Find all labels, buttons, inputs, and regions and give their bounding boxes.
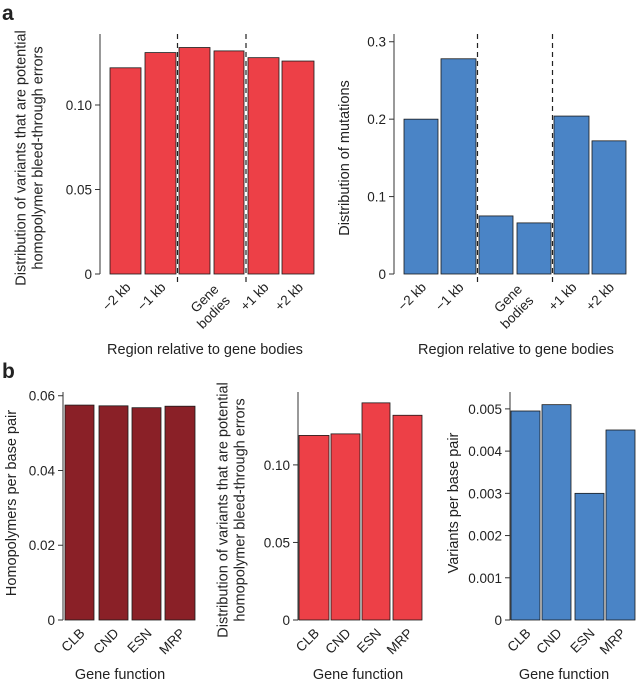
y-tick-label: 0.003 bbox=[468, 486, 502, 501]
y-tick-label: 0.2 bbox=[367, 112, 386, 127]
x-tick-label: Genebodies bbox=[486, 281, 536, 331]
x-tick-label: +2 kb bbox=[583, 280, 617, 314]
x-tick-label: +1 kb bbox=[237, 280, 271, 314]
x-tick-label: ESN bbox=[567, 626, 597, 656]
chart-b-left: 0 0.02 0.04 0.06 CLB CND ESN MRP Gene function Ho… bbox=[4, 389, 196, 683]
x-tick-label: CLB bbox=[504, 626, 533, 655]
y-tick-label: 0.10 bbox=[66, 98, 92, 113]
bar bbox=[516, 222, 552, 275]
y-axis-title: homopolymer bleed-through errors bbox=[31, 46, 47, 269]
chart-b-middle: 0 0.05 0.10 CLB CND ESN MRP Gene function Distri… bbox=[216, 382, 423, 683]
x-tick-label: +1 kb bbox=[545, 280, 579, 314]
y-axis-title: Distribution of variants that are potent… bbox=[216, 382, 232, 638]
y-tick-label: 0.02 bbox=[29, 538, 55, 553]
bar bbox=[213, 50, 245, 275]
x-tick-label: MRP bbox=[384, 626, 416, 658]
bar bbox=[298, 435, 330, 621]
y-axis-title: Distribution of mutations bbox=[337, 80, 353, 236]
y-tick-label: 0.004 bbox=[468, 444, 502, 459]
bar bbox=[281, 60, 315, 275]
y-tick-label: 0 bbox=[378, 267, 386, 282]
y-tick-label: 0.002 bbox=[468, 529, 502, 544]
x-tick-label: ESN bbox=[354, 626, 384, 656]
x-tick-label: −1 kb bbox=[432, 280, 466, 314]
y-tick-label: 0.3 bbox=[367, 35, 386, 50]
y-tick-label: 0 bbox=[47, 613, 55, 628]
bar bbox=[98, 405, 129, 621]
y-tick-label: 0.10 bbox=[264, 458, 290, 473]
bar bbox=[510, 410, 541, 621]
x-tick-label: CND bbox=[322, 625, 353, 656]
x-axis-title: Region relative to gene bodies bbox=[107, 342, 303, 358]
bar bbox=[330, 433, 361, 621]
panel-label-b: b bbox=[2, 360, 15, 383]
x-tick-label: ESN bbox=[124, 626, 154, 656]
x-tick-label: +2 kb bbox=[272, 280, 306, 314]
x-axis-title: Region relative to gene bodies bbox=[418, 342, 614, 358]
x-axis-title: Gene function bbox=[75, 667, 165, 683]
bar bbox=[392, 414, 423, 621]
y-axis-title: Homopolymers per base pair bbox=[4, 410, 20, 596]
x-tick-label: Genebodies bbox=[183, 281, 233, 331]
x-tick-label: MRP bbox=[597, 626, 629, 658]
x-axis-title: Gene function bbox=[519, 667, 609, 683]
bar bbox=[591, 140, 627, 275]
bar bbox=[131, 407, 162, 621]
y-tick-label: 0 bbox=[84, 267, 92, 282]
bar bbox=[574, 492, 605, 621]
chart-a-left: 0 0.05 0.10 −2 kb −1 kb Genebodies +1 kb +2 kb R… bbox=[14, 30, 315, 358]
x-tick-label: −2 kb bbox=[395, 280, 429, 314]
bar bbox=[64, 404, 95, 621]
x-tick-label: −1 kb bbox=[134, 280, 168, 314]
y-tick-label: 0.001 bbox=[468, 571, 502, 586]
bar bbox=[478, 215, 514, 275]
bar bbox=[164, 405, 196, 621]
y-tick-label: 0.04 bbox=[29, 463, 56, 478]
x-tick-label: MRP bbox=[156, 626, 188, 658]
panel-label-a: a bbox=[2, 2, 14, 25]
bar bbox=[553, 115, 590, 275]
y-axis-title: Distribution of variants that are potent… bbox=[14, 30, 30, 286]
x-tick-label: CND bbox=[533, 625, 564, 656]
y-tick-label: 0.05 bbox=[66, 182, 92, 197]
bar bbox=[440, 58, 477, 275]
y-tick-label: 0 bbox=[494, 613, 502, 628]
x-axis-title: Gene function bbox=[313, 667, 403, 683]
y-tick-label: 0.05 bbox=[264, 535, 290, 550]
x-tick-label: CND bbox=[90, 625, 121, 656]
bar bbox=[403, 118, 439, 275]
x-tick-label: CLB bbox=[58, 626, 87, 655]
bar bbox=[541, 404, 572, 621]
x-tick-label: CLB bbox=[293, 626, 322, 655]
x-tick-label: −2 kb bbox=[99, 280, 133, 314]
y-axis-title: Variants per base pair bbox=[446, 432, 462, 573]
y-tick-label: 0.1 bbox=[367, 190, 386, 205]
y-tick-label: 0.005 bbox=[468, 402, 502, 417]
y-tick-label: 0.06 bbox=[29, 389, 55, 404]
bar bbox=[361, 402, 391, 621]
bar bbox=[178, 47, 211, 275]
bar bbox=[605, 429, 636, 621]
chart-b-right: 0 0.001 0.002 0.003 0.004 0.005 CLB CND ESN MRP Ge… bbox=[446, 392, 636, 683]
y-axis-title: homopolymer bleed-through errors bbox=[233, 398, 249, 621]
y-tick-label: 0 bbox=[282, 613, 290, 628]
chart-a-right: 0 0.1 0.2 0.3 −2 kb −1 kb Genebodies +1 kb +2 kb… bbox=[337, 34, 627, 358]
bar bbox=[144, 52, 177, 275]
bar bbox=[247, 57, 280, 275]
bar bbox=[109, 67, 142, 275]
